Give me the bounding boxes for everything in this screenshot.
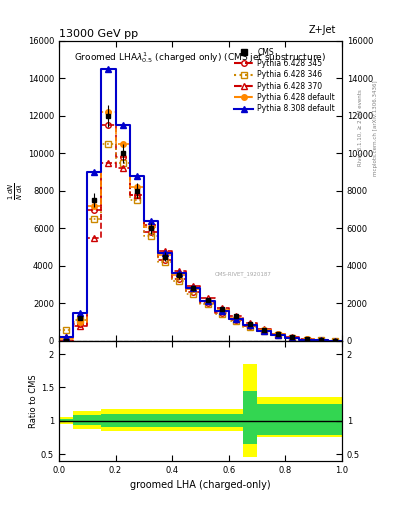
Text: 13000 GeV pp: 13000 GeV pp <box>59 29 138 39</box>
Y-axis label: Ratio to CMS: Ratio to CMS <box>29 374 38 428</box>
Text: Rivet 3.1.10, ≥ 2.6M events: Rivet 3.1.10, ≥ 2.6M events <box>358 90 363 166</box>
Y-axis label: $\frac{1}{N}\frac{dN}{d\lambda}$: $\frac{1}{N}\frac{dN}{d\lambda}$ <box>7 182 25 200</box>
Text: CMS-RIVET_1920187: CMS-RIVET_1920187 <box>215 271 272 276</box>
Text: mcplots.cern.ch [arXiv:1306.3436]: mcplots.cern.ch [arXiv:1306.3436] <box>373 80 378 176</box>
Text: Groomed LHA$\lambda^{1}_{0.5}$ (charged only) (CMS jet substructure): Groomed LHA$\lambda^{1}_{0.5}$ (charged … <box>74 50 327 65</box>
X-axis label: groomed LHA (charged-only): groomed LHA (charged-only) <box>130 480 271 490</box>
Text: Z+Jet: Z+Jet <box>309 25 336 35</box>
Legend: CMS, Pythia 6.428 345, Pythia 6.428 346, Pythia 6.428 370, Pythia 6.428 default,: CMS, Pythia 6.428 345, Pythia 6.428 346,… <box>231 45 338 116</box>
